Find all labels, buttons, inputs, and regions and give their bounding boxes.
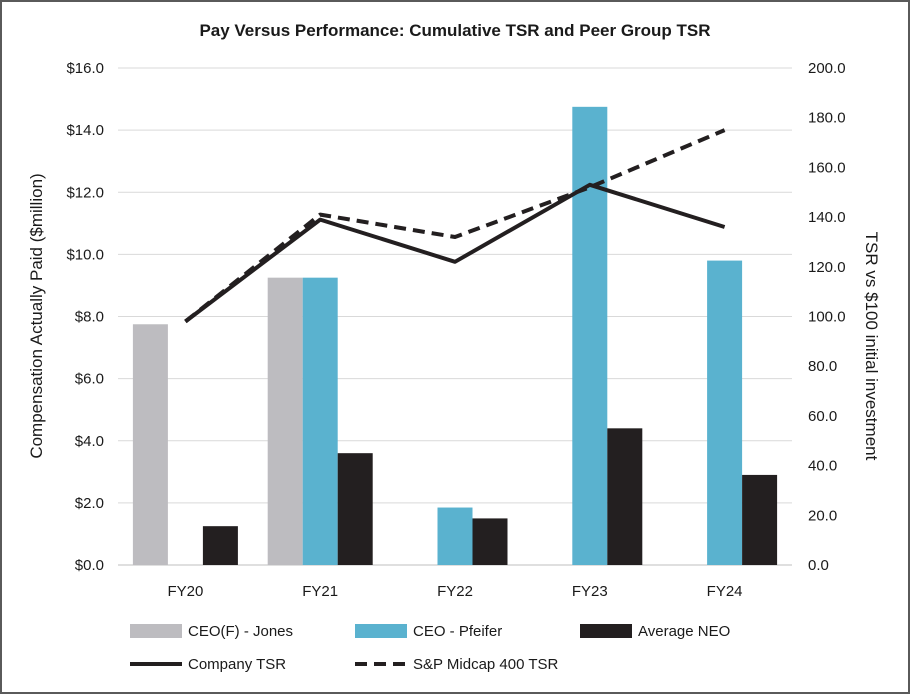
- legend-label: CEO(F) - Jones: [188, 623, 293, 640]
- bar-ceo-pfeifer-fy23: [572, 106, 608, 565]
- y-tick-label: $2.0: [75, 495, 104, 512]
- y-tick-label: $4.0: [75, 433, 104, 450]
- y-tick-label: $8.0: [75, 309, 104, 326]
- y2-tick-label: 60.0: [808, 408, 837, 425]
- legend-swatch: [355, 624, 407, 638]
- y-tick-label: $10.0: [66, 246, 104, 263]
- y-tick-label: $12.0: [66, 184, 104, 201]
- x-tick-labels: FY20 FY21 FY22 FY23 FY24: [167, 583, 742, 600]
- y2-tick-label: 120.0: [808, 259, 846, 276]
- legend-swatch: [580, 624, 632, 638]
- bar-ceo-pfeifer-fy22: [437, 507, 473, 565]
- bar-average-neo-fy24: [742, 474, 778, 565]
- line-company-tsr: [184, 182, 726, 324]
- y2-tick-label: 80.0: [808, 358, 837, 375]
- bar-average-neo-fy22: [472, 518, 508, 565]
- x-tick-label: FY22: [437, 583, 473, 600]
- x-tick-label: FY24: [707, 583, 743, 600]
- chart-title: Pay Versus Performance: Cumulative TSR a…: [199, 21, 710, 40]
- legend-label: Company TSR: [188, 656, 286, 673]
- bar-ceo-f-jones-fy21: [267, 277, 303, 565]
- legend-label: S&P Midcap 400 TSR: [413, 656, 559, 673]
- y2-tick-label: 100.0: [808, 309, 846, 326]
- secondary-y-axis-title: TSR vs $100 initial investment: [862, 232, 881, 461]
- bar-average-neo-fy23: [607, 428, 643, 565]
- y2-tick-label: 20.0: [808, 507, 837, 524]
- y-tick-label: $16.0: [66, 60, 104, 77]
- y-tick-label: $0.0: [75, 557, 104, 574]
- y2-tick-label: 0.0: [808, 557, 829, 574]
- y2-tick-label: 40.0: [808, 458, 837, 475]
- bar-ceo-f-jones-fy20: [132, 324, 168, 565]
- y2-tick-label: 200.0: [808, 60, 846, 77]
- x-tick-label: FY21: [302, 583, 338, 600]
- legend-label: CEO - Pfeifer: [413, 623, 502, 640]
- y2-tick-label: 140.0: [808, 209, 846, 226]
- legend: CEO(F) - Jones CEO - Pfeifer Average NEO Co…: [130, 623, 730, 673]
- primary-y-axis-title: Compensation Actually Paid ($million): [27, 173, 46, 458]
- bar-ceo-pfeifer-fy21: [302, 277, 338, 565]
- bar-average-neo-fy21: [337, 453, 373, 565]
- line-s-p-midcap-400-tsr: [184, 128, 726, 324]
- bar-average-neo-fy20: [202, 526, 238, 565]
- legend-swatch: [130, 624, 182, 638]
- x-tick-label: FY23: [572, 583, 608, 600]
- bar-marks: [132, 106, 778, 565]
- legend-label: Average NEO: [638, 623, 730, 640]
- line-marks: [184, 128, 726, 324]
- y-tick-label: $14.0: [66, 122, 104, 139]
- primary-y-tick-labels: $0.0 $2.0 $4.0 $6.0 $8.0 $10.0 $12.0 $14.0 $16.0: [66, 60, 104, 574]
- y2-tick-label: 180.0: [808, 110, 846, 127]
- y2-tick-label: 160.0: [808, 159, 846, 176]
- y-tick-label: $6.0: [75, 371, 104, 388]
- bar-ceo-pfeifer-fy24: [707, 260, 743, 565]
- x-tick-label: FY20: [167, 583, 203, 600]
- secondary-y-tick-labels: 0.0 20.0 40.0 60.0 80.0 100.0 120.0 140.0 160.0 1…: [808, 60, 846, 574]
